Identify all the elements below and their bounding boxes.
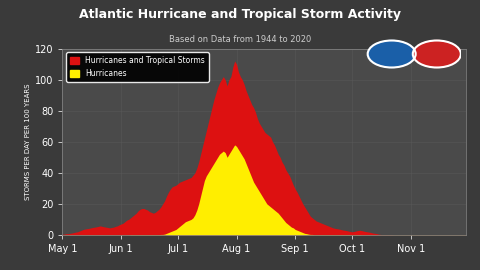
Circle shape: [368, 40, 416, 68]
Y-axis label: STORMS PER DAY PER 100 YEARS: STORMS PER DAY PER 100 YEARS: [24, 83, 31, 200]
Legend: Hurricanes and Tropical Storms, Hurricanes: Hurricanes and Tropical Storms, Hurrican…: [66, 52, 209, 82]
Circle shape: [413, 40, 461, 68]
Text: Atlantic Hurricane and Tropical Storm Activity: Atlantic Hurricane and Tropical Storm Ac…: [79, 8, 401, 21]
Text: Based on Data from 1944 to 2020: Based on Data from 1944 to 2020: [169, 35, 311, 44]
